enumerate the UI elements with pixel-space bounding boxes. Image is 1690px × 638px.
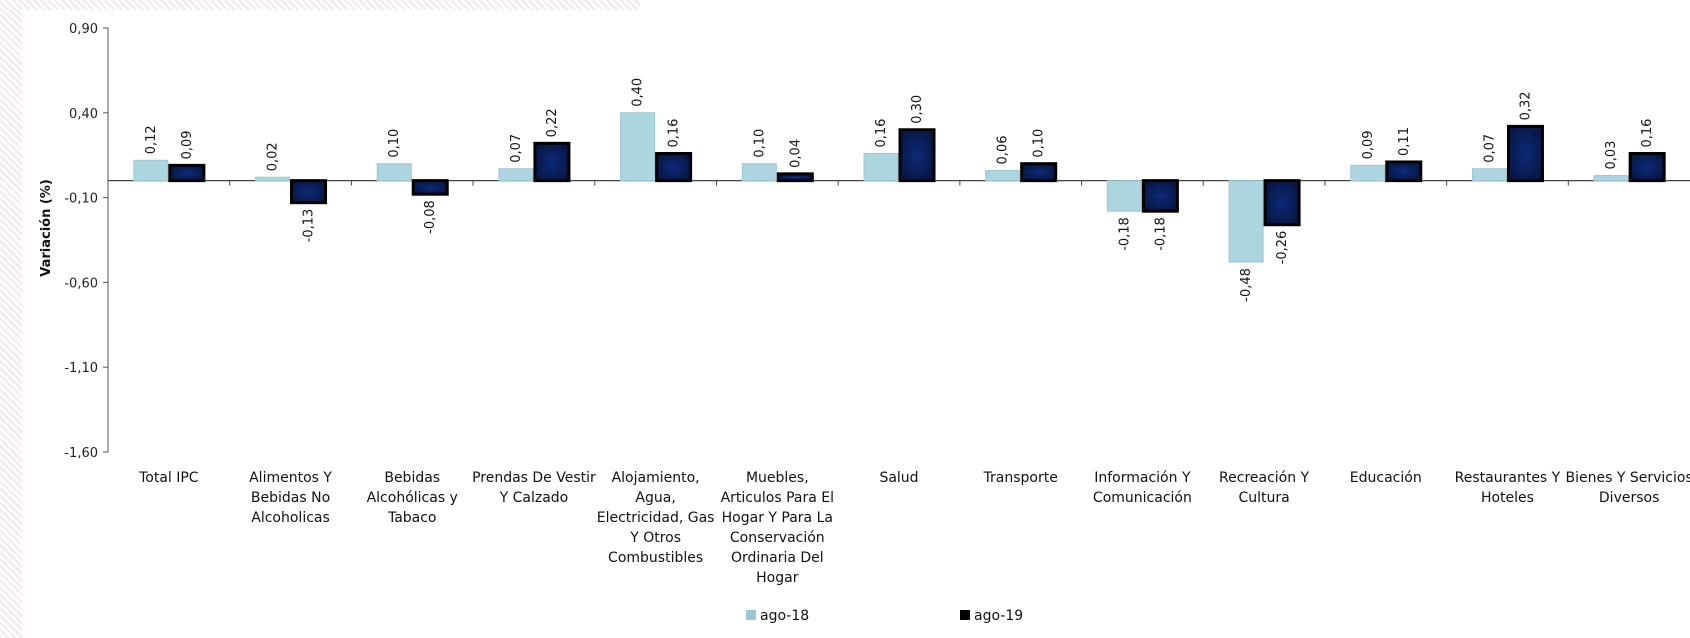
bar-ago-19-1 [290, 179, 328, 205]
x-category-label: Bienes Y Servicios Diversos [1566, 470, 1690, 506]
legend-label-ago-19: ago-19 [974, 608, 1023, 624]
bar-ago-18-5 [741, 163, 777, 182]
bar-ago-19-11 [1506, 124, 1544, 183]
bar-ago-18-9 [1228, 180, 1264, 263]
decorative-side-stripe [0, 0, 22, 638]
data-label-ago-19-5: 0,04 [788, 139, 803, 168]
bar-ago-18-3 [498, 168, 534, 182]
data-label-ago-19-1: -0,13 [302, 209, 317, 243]
bar-ago-18-12 [1593, 175, 1629, 182]
bar-ago-19-6 [898, 128, 936, 183]
bar-ago-18-4 [620, 112, 656, 182]
data-label-ago-18-5: 0,10 [752, 129, 767, 158]
x-category-label: Total IPC [138, 470, 199, 486]
data-label-ago-18-12: 0,03 [1604, 141, 1619, 170]
bar-ago-19-9 [1263, 179, 1301, 227]
data-label-ago-19-10: 0,11 [1397, 127, 1412, 156]
y-tick-label: -0,60 [64, 276, 98, 291]
x-category-label: Alojamiento, Agua, Electricidad, Gas Y Otro… [597, 470, 715, 566]
bar-ago-18-2 [376, 163, 412, 182]
x-category-label: Información Y Comunicación [1093, 470, 1192, 506]
bar-ago-18-8 [1106, 180, 1142, 212]
bar-ago-19-3 [533, 141, 571, 183]
y-tick-label: -1,10 [64, 361, 98, 376]
data-label-ago-19-12: 0,16 [1640, 119, 1655, 148]
bar-ago-19-7 [1020, 162, 1058, 183]
data-label-ago-18-6: 0,16 [874, 119, 889, 148]
data-label-ago-18-7: 0,06 [996, 136, 1011, 165]
y-tick-label: -1,60 [64, 446, 98, 461]
x-category-label: Educación [1350, 470, 1422, 486]
data-label-ago-18-0: 0,12 [144, 125, 159, 154]
data-label-ago-18-2: 0,10 [387, 129, 402, 158]
bar-ago-19-2 [411, 179, 449, 196]
y-tick-label: -0,10 [64, 192, 98, 207]
data-label-ago-18-9: -0,48 [1239, 268, 1254, 302]
legend-swatch-ago-19 [960, 610, 970, 620]
bar-ago-18-10 [1350, 164, 1386, 182]
x-category-label: Recreación Y Cultura [1219, 470, 1310, 506]
data-label-ago-19-6: 0,30 [910, 95, 925, 124]
data-label-ago-18-8: -0,18 [1117, 217, 1132, 251]
bar-ago-19-4 [655, 152, 693, 183]
data-label-ago-19-11: 0,32 [1518, 91, 1533, 120]
data-label-ago-19-0: 0,09 [180, 130, 195, 159]
bar-ago-19-10 [1385, 160, 1423, 183]
bar-ago-18-6 [863, 153, 899, 182]
x-category-label: Restaurantes Y Hoteles [1455, 470, 1561, 506]
bar-ago-18-7 [985, 169, 1021, 182]
x-category-label: Salud [879, 470, 918, 486]
bar-ago-19-5 [776, 172, 814, 183]
data-label-ago-19-2: -0,08 [423, 200, 438, 234]
y-tick-label: 0,40 [69, 107, 98, 122]
x-category-label: Alimentos Y Bebidas No Alcoholicas [249, 470, 332, 526]
bar-ago-18-11 [1471, 168, 1507, 182]
data-label-ago-19-3: 0,22 [545, 108, 560, 137]
x-category-label: Bebidas Alcohólicas y Tabaco [367, 470, 458, 526]
legend-label-ago-18: ago-18 [760, 608, 809, 624]
data-label-ago-18-10: 0,09 [1361, 130, 1376, 159]
x-category-label: Muebles, Articulos Para El Hogar Y Para La… [721, 470, 834, 586]
data-label-ago-19-4: 0,16 [667, 119, 682, 148]
data-label-ago-18-11: 0,07 [1482, 134, 1497, 163]
data-label-ago-18-1: 0,02 [266, 142, 281, 171]
y-axis-label: Variación (%) [39, 179, 54, 277]
decorative-top-stripe [0, 0, 640, 10]
legend: ago-18 ago-19 [746, 608, 1023, 624]
bar-ago-19-12 [1628, 152, 1666, 183]
y-tick-label: 0,90 [69, 22, 98, 37]
bar-ago-19-0 [168, 163, 206, 183]
bar-ago-18-0 [133, 159, 169, 182]
bar-ago-19-8 [1141, 179, 1179, 213]
data-label-ago-19-7: 0,10 [1032, 129, 1047, 158]
data-label-ago-18-4: 0,40 [631, 78, 646, 107]
data-label-ago-18-3: 0,07 [509, 134, 524, 163]
data-label-ago-19-8: -0,18 [1153, 217, 1168, 251]
x-category-label: Transporte [983, 470, 1058, 486]
legend-swatch-ago-18 [746, 610, 756, 620]
bar-ago-18-1 [255, 176, 291, 182]
data-label-ago-19-9: -0,26 [1275, 231, 1290, 265]
x-category-label: Prendas De Vestir Y Calzado [472, 470, 596, 506]
